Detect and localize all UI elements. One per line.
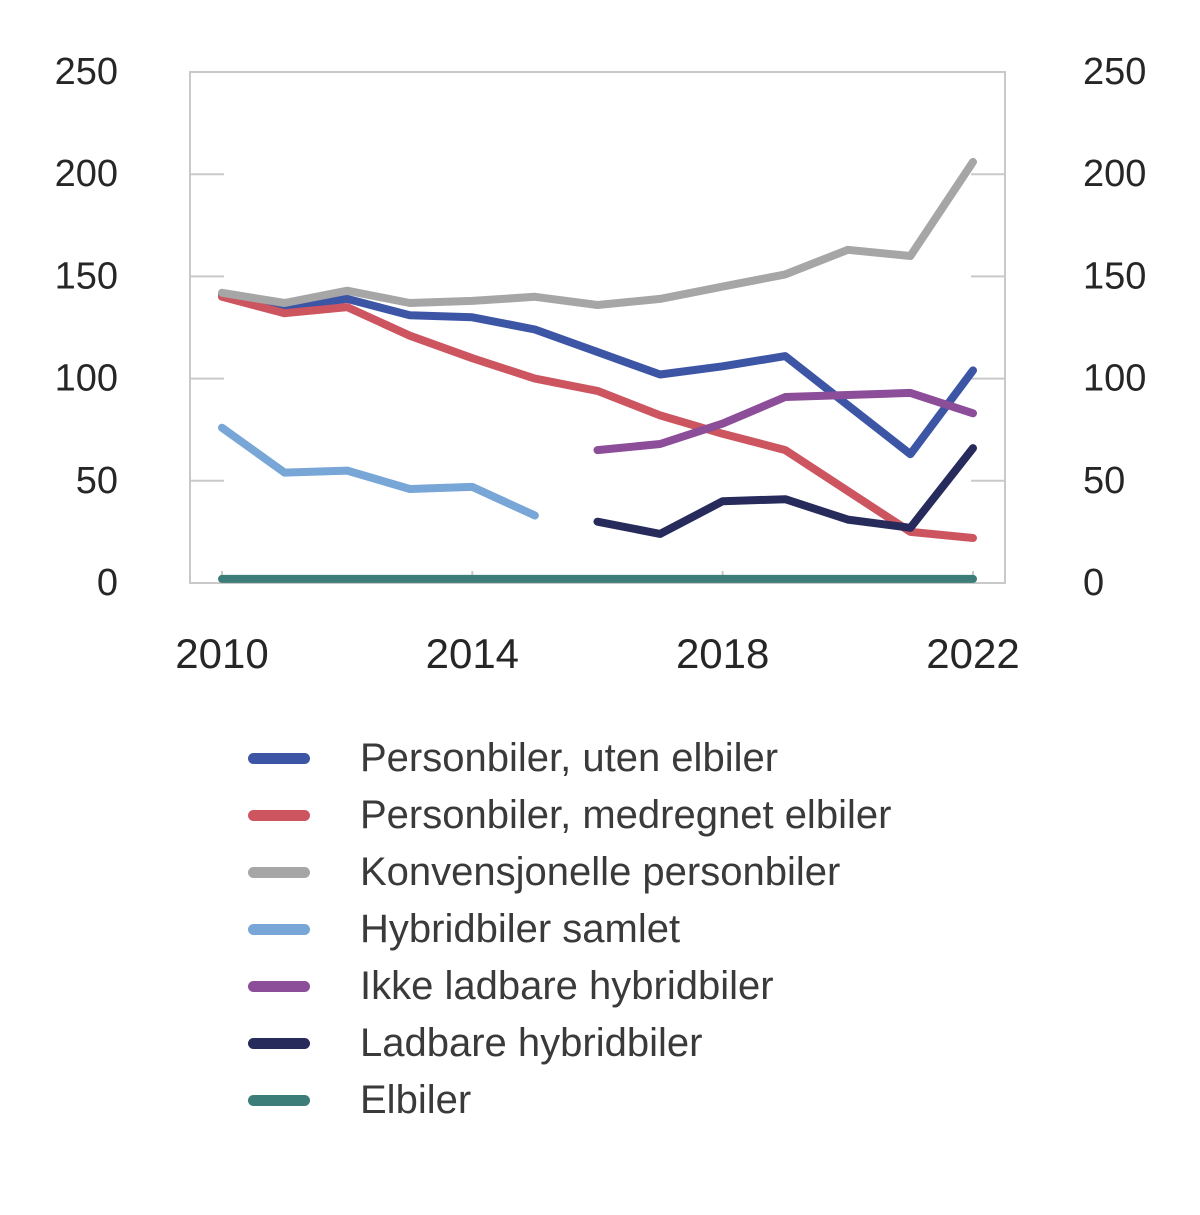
legend-label: Personbiler, uten elbiler [360, 736, 779, 780]
legend-swatch [248, 753, 310, 764]
legend-item: Ikke ladbare hybridbiler [248, 958, 1200, 1015]
legend-label: Ikke ladbare hybridbiler [360, 964, 774, 1008]
line-chart: 0 0 50 50 100 100 150 150 200 200 250 250 2010 2014 20… [55, 51, 1147, 677]
legend-swatch [248, 924, 310, 935]
svg-text:0: 0 [97, 562, 118, 604]
svg-text:50: 50 [1083, 460, 1125, 502]
legend-label: Hybridbiler samlet [360, 907, 681, 951]
legend-swatch [248, 1038, 310, 1049]
legend-label: Ladbare hybridbiler [360, 1021, 703, 1065]
legend-item: Hybridbiler samlet [248, 901, 1200, 958]
svg-text:2010: 2010 [175, 630, 268, 677]
svg-text:200: 200 [55, 153, 118, 195]
svg-text:150: 150 [1083, 255, 1146, 297]
legend-item: Personbiler, uten elbiler [248, 730, 1200, 787]
svg-text:150: 150 [55, 255, 118, 297]
legend-item: Konvensjonelle personbiler [248, 844, 1200, 901]
svg-text:0: 0 [1083, 562, 1104, 604]
legend-label: Elbiler [360, 1078, 472, 1122]
chart-legend: Personbiler, uten elbiler Personbiler, m… [248, 730, 1200, 1129]
legend-item: Personbiler, medregnet elbiler [248, 787, 1200, 844]
legend-label: Personbiler, medregnet elbiler [360, 793, 892, 837]
legend-swatch [248, 810, 310, 821]
svg-text:2018: 2018 [676, 630, 769, 677]
legend-swatch [248, 981, 310, 992]
svg-text:2014: 2014 [426, 630, 519, 677]
svg-text:2022: 2022 [926, 630, 1019, 677]
svg-text:200: 200 [1083, 153, 1146, 195]
svg-text:250: 250 [55, 51, 118, 93]
legend-swatch [248, 1095, 310, 1106]
legend-item: Ladbare hybridbiler [248, 1015, 1200, 1072]
svg-text:100: 100 [1083, 358, 1146, 400]
svg-text:250: 250 [1083, 51, 1146, 93]
svg-text:100: 100 [55, 358, 118, 400]
legend-swatch [248, 867, 310, 878]
legend-label: Konvensjonelle personbiler [360, 850, 841, 894]
svg-text:50: 50 [76, 460, 118, 502]
legend-item: Elbiler [248, 1072, 1200, 1129]
